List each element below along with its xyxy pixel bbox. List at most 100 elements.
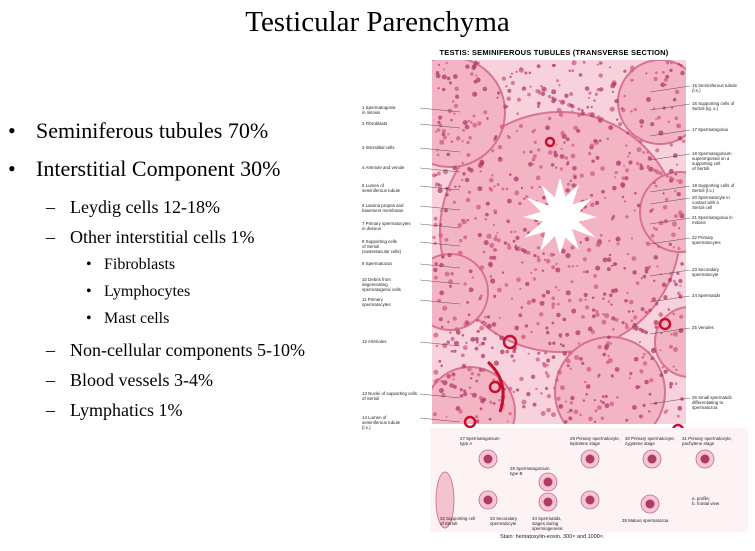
cell-nucleus <box>662 205 668 210</box>
cell-nucleus <box>607 335 611 340</box>
cell-nucleus <box>580 109 584 112</box>
cell-nucleus <box>560 248 566 254</box>
cell-nucleus <box>653 181 656 185</box>
cell-nucleus <box>623 267 626 270</box>
cell-nucleus <box>551 63 556 68</box>
cell-nucleus <box>569 103 573 107</box>
cell-nucleus <box>519 376 524 382</box>
cell-nucleus <box>578 298 583 302</box>
cell-nucleus <box>496 238 501 243</box>
cell-nucleus <box>608 253 612 257</box>
cell-nucleus <box>601 401 605 405</box>
cell-nucleus <box>610 342 613 345</box>
cell-nucleus <box>565 137 570 142</box>
cell-nucleus <box>475 379 479 383</box>
cell-nucleus <box>478 368 483 372</box>
cell-nucleus <box>493 185 496 188</box>
cell-nucleus <box>628 160 633 165</box>
bullet-marker: – <box>46 227 55 247</box>
cell-nucleus <box>587 96 590 99</box>
cell-nucleus <box>468 136 472 140</box>
cell-nucleus <box>638 139 643 144</box>
leader-line <box>419 299 461 305</box>
cell-nucleus <box>493 294 497 298</box>
cell-nucleus <box>467 366 472 372</box>
cell-nucleus <box>559 167 563 171</box>
cell-nucleus <box>667 308 671 311</box>
cell-nucleus <box>533 254 537 258</box>
cell-nucleus <box>590 193 594 197</box>
cell-nucleus <box>469 168 474 173</box>
cell-nucleus <box>579 357 583 361</box>
cell-nucleus <box>570 280 574 284</box>
cell-nucleus <box>665 174 669 178</box>
cell-nucleus <box>490 278 496 284</box>
cell-nucleus <box>455 136 461 141</box>
cell-nucleus <box>661 282 667 288</box>
cell-nucleus <box>540 91 546 96</box>
cell-nucleus <box>435 73 441 79</box>
cell-nucleus <box>545 330 550 335</box>
cell-nucleus <box>553 150 557 154</box>
cell-nucleus <box>678 328 684 334</box>
cell-nucleus <box>501 187 505 191</box>
figure-label: 34 Spermatids, stages during spermiogene… <box>532 516 563 531</box>
leader-line <box>649 269 691 277</box>
cell-nucleus <box>546 394 551 399</box>
cell-nucleus <box>467 119 470 123</box>
cell-nucleus <box>551 98 556 104</box>
cell-nucleus <box>486 117 489 120</box>
cell-nucleus <box>635 281 640 285</box>
figure-label: 10 Debris from degenerating spermatogeni… <box>362 277 401 292</box>
cell-nucleus <box>520 306 524 309</box>
blood-vessel <box>544 136 556 148</box>
cell-nucleus <box>518 313 523 318</box>
cell-nucleus <box>671 221 677 227</box>
cell-nucleus <box>459 394 464 398</box>
leader-line <box>419 417 461 423</box>
cell-nucleus <box>574 355 580 360</box>
cell-nucleus <box>489 187 494 192</box>
slide-title: Testicular Parenchyma <box>245 6 510 38</box>
cell-nucleus <box>672 279 676 283</box>
cell-nucleus <box>590 105 593 109</box>
cell-nucleus <box>545 125 550 131</box>
cell-nucleus <box>483 110 488 115</box>
cell-nucleus <box>449 284 452 288</box>
leader-line <box>419 107 461 113</box>
cell-nucleus <box>669 178 674 183</box>
cell-nucleus <box>597 375 600 378</box>
blood-vessel <box>502 334 518 350</box>
cell-nucleus <box>498 398 501 402</box>
cell-nucleus <box>625 322 628 326</box>
cell-nucleus <box>599 87 604 92</box>
cell-nucleus <box>461 178 464 182</box>
cell-nucleus <box>649 378 654 383</box>
figure-label: 3 Interstitial cells <box>362 145 395 150</box>
cell-nucleus <box>676 179 679 182</box>
cell-nucleus <box>647 351 650 354</box>
cell-nucleus <box>552 341 556 345</box>
cell-nucleus <box>551 296 555 300</box>
cell-nucleus <box>544 386 549 391</box>
cell-nucleus <box>670 333 673 336</box>
cell-nucleus <box>453 349 457 353</box>
cell-nucleus <box>463 392 468 397</box>
cell-nucleus <box>595 155 600 160</box>
cell-nucleus <box>630 237 634 240</box>
cell-nucleus <box>509 230 513 234</box>
cell-nucleus <box>494 234 498 237</box>
cell-nucleus <box>455 94 460 99</box>
cell-nucleus <box>460 353 465 358</box>
cell-nucleus <box>493 236 498 242</box>
cell-nucleus <box>650 356 654 361</box>
cell-nucleus <box>458 185 461 188</box>
cell-nucleus <box>476 319 479 322</box>
cell-nucleus <box>438 317 443 322</box>
cell-nucleus <box>514 230 517 233</box>
cell-nucleus <box>577 342 581 345</box>
cell-nucleus <box>544 371 549 375</box>
cell-nucleus <box>653 76 658 82</box>
cell-nucleus <box>602 292 607 296</box>
cell-nucleus <box>612 82 617 87</box>
